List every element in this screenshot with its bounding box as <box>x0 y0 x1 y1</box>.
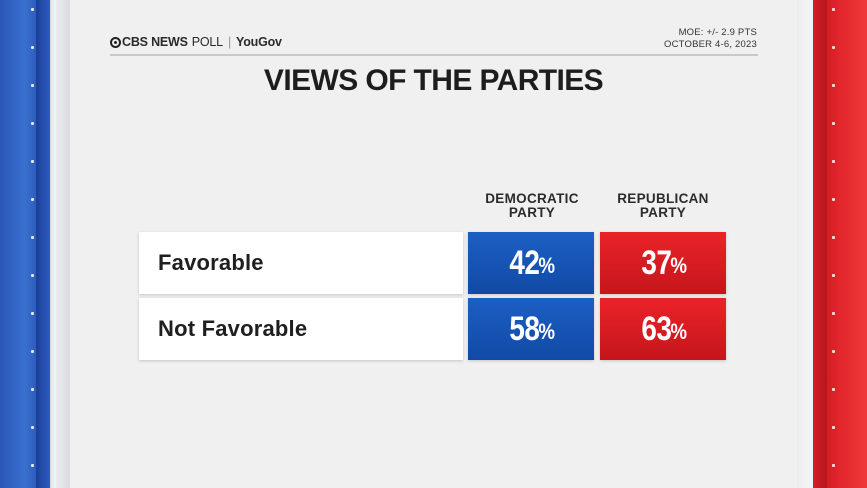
rail-dot <box>832 160 835 163</box>
cbs-eye-icon <box>110 36 121 48</box>
row-label-favorable: Favorable <box>139 232 463 294</box>
poll-dates: OCTOBER 4-6, 2023 <box>664 38 757 50</box>
left-dot-column <box>31 0 35 488</box>
rail-dot <box>832 236 835 239</box>
cell-republican-favorable: 37% <box>600 232 726 294</box>
rail-dot <box>31 464 34 467</box>
rail-dot <box>31 8 34 11</box>
cbs-news-poll-logo: CBS NEWS POLL | YouGov <box>110 35 282 49</box>
rail-dot <box>832 198 835 201</box>
rail-dot <box>832 312 835 315</box>
logo-yougov: YouGov <box>236 35 282 49</box>
percent-sign: % <box>538 253 555 278</box>
column-header-republican-line2: PARTY <box>639 205 687 220</box>
column-header-republican-line1: REPUBLICAN <box>617 191 709 206</box>
rail-dot <box>31 84 34 87</box>
percent-sign: % <box>670 253 687 278</box>
rail-dot <box>31 46 34 49</box>
margin-of-error-block: MOE: +/- 2.9 PTS OCTOBER 4-6, 2023 <box>664 27 757 50</box>
column-header-democratic: DEMOCRATIC PARTY <box>467 192 597 220</box>
rail-dot <box>832 274 835 277</box>
column-header-democratic-line2: PARTY <box>508 205 556 220</box>
left-decorative-border <box>0 0 70 488</box>
rail-dot <box>31 350 34 353</box>
logo-cbs-news: CBS NEWS <box>122 35 188 49</box>
percent-sign: % <box>670 319 687 344</box>
moe-text: MOE: +/- 2.9 PTS <box>678 27 757 38</box>
column-header-republican: REPUBLICAN PARTY <box>598 192 728 220</box>
rail-dot <box>832 350 835 353</box>
value-democratic-not-favorable: 58 <box>509 309 540 348</box>
rail-dot <box>31 160 34 163</box>
cell-democratic-favorable: 42% <box>468 232 594 294</box>
rail-dot <box>31 388 34 391</box>
cell-republican-not-favorable: 63% <box>600 298 726 360</box>
rail-dot <box>31 198 34 201</box>
header-rule <box>110 54 758 56</box>
rail-dot <box>31 236 34 239</box>
left-inner-rail <box>56 0 70 488</box>
cell-democratic-not-favorable: 58% <box>468 298 594 360</box>
rail-dot <box>832 84 835 87</box>
left-blue-rail <box>36 0 50 488</box>
right-decorative-border <box>797 0 867 488</box>
rail-dot <box>832 426 835 429</box>
chart-title: VIEWS OF THE PARTIES <box>263 64 604 97</box>
rail-dot <box>832 46 835 49</box>
rail-dot <box>832 122 835 125</box>
rail-dot <box>832 464 835 467</box>
right-dot-column <box>832 0 836 488</box>
rail-dot <box>832 8 835 11</box>
right-red-rail <box>813 0 827 488</box>
logo-separator: | <box>227 35 231 49</box>
value-republican-favorable: 37 <box>641 243 672 282</box>
rail-dot <box>31 312 34 315</box>
rail-dot <box>31 274 34 277</box>
logo-poll: POLL <box>191 35 223 49</box>
row-label-not-favorable: Not Favorable <box>139 298 463 360</box>
rail-dot <box>31 122 34 125</box>
rail-dot <box>832 388 835 391</box>
percent-sign: % <box>538 319 555 344</box>
rail-dot <box>31 426 34 429</box>
value-republican-not-favorable: 63 <box>641 309 672 348</box>
column-header-democratic-line1: DEMOCRATIC <box>485 191 579 206</box>
value-democratic-favorable: 42 <box>509 243 540 282</box>
